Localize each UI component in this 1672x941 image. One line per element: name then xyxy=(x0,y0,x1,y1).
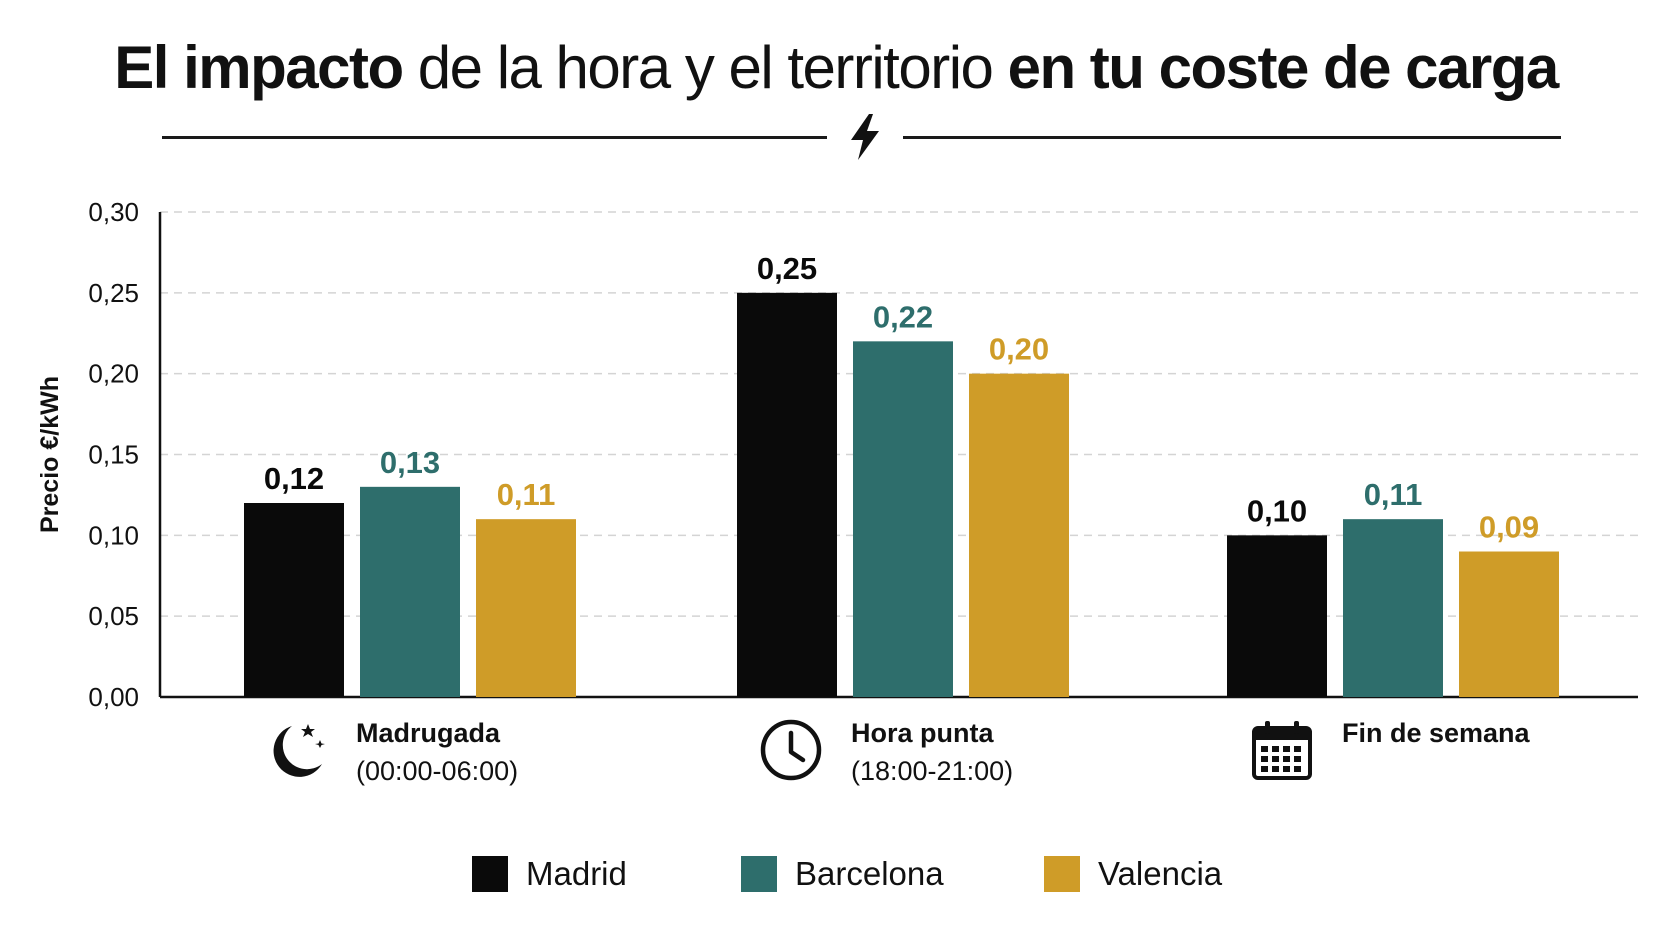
bar-value-label: 0,11 xyxy=(1364,477,1423,512)
title-rule-right xyxy=(903,136,1561,139)
bar-value-label: 0,22 xyxy=(873,299,933,334)
legend-label: Madrid xyxy=(526,855,627,892)
bar-value-label: 0,20 xyxy=(989,332,1049,367)
category-subtitle: (18:00-21:00) xyxy=(851,756,1014,786)
legend-swatch-barcelona xyxy=(741,856,777,892)
y-axis-title: Precio €/kWh xyxy=(36,376,64,533)
y-tick-label: 0,20 xyxy=(88,359,139,389)
legend-label: Valencia xyxy=(1098,855,1223,892)
bar xyxy=(244,503,344,697)
legend-swatch-valencia xyxy=(1044,856,1080,892)
legend-item-valencia: Valencia xyxy=(1044,855,1223,892)
bar xyxy=(1343,519,1443,697)
chart-title: El impacto de la hora y el territorio en… xyxy=(0,38,1672,98)
bar-value-label: 0,10 xyxy=(1247,493,1307,528)
bar xyxy=(1459,551,1559,697)
category-name: Hora punta xyxy=(851,718,994,748)
y-tick-label: 0,30 xyxy=(88,197,139,227)
bar xyxy=(853,341,953,697)
legend-item-madrid: Madrid xyxy=(472,855,627,892)
bar xyxy=(969,373,1069,697)
bar-value-label: 0,09 xyxy=(1479,510,1539,545)
bar xyxy=(360,486,460,697)
moon-icon xyxy=(273,724,325,777)
bar-value-label: 0,13 xyxy=(380,445,440,480)
legend-swatch-madrid xyxy=(472,856,508,892)
y-tick-label: 0,25 xyxy=(88,278,139,308)
title-bold-end: en tu coste de carga xyxy=(1007,34,1560,101)
title-bold-start: El impacto xyxy=(114,34,404,101)
bar xyxy=(476,519,576,697)
y-tick-label: 0,00 xyxy=(88,682,139,712)
category-name: Fin de semana xyxy=(1342,718,1530,748)
y-tick-label: 0,10 xyxy=(88,520,139,550)
category-name: Madrugada xyxy=(356,718,501,748)
bar xyxy=(1227,535,1327,697)
category-subtitle: (00:00-06:00) xyxy=(356,756,519,786)
bar-value-label: 0,25 xyxy=(757,251,817,286)
y-tick-label: 0,05 xyxy=(88,601,139,631)
y-tick-label: 0,15 xyxy=(88,440,139,470)
bar xyxy=(737,292,837,697)
clock-icon xyxy=(760,719,822,781)
legend-item-barcelona: Barcelona xyxy=(741,855,944,892)
title-middle: de la hora y el territorio xyxy=(402,34,1008,101)
bar-value-label: 0,11 xyxy=(497,477,556,512)
calendar-icon xyxy=(1252,721,1312,780)
lightning-bolt-icon xyxy=(851,114,879,160)
legend-label: Barcelona xyxy=(795,855,944,892)
title-rule-left xyxy=(162,136,827,139)
bar-value-label: 0,12 xyxy=(264,461,324,496)
